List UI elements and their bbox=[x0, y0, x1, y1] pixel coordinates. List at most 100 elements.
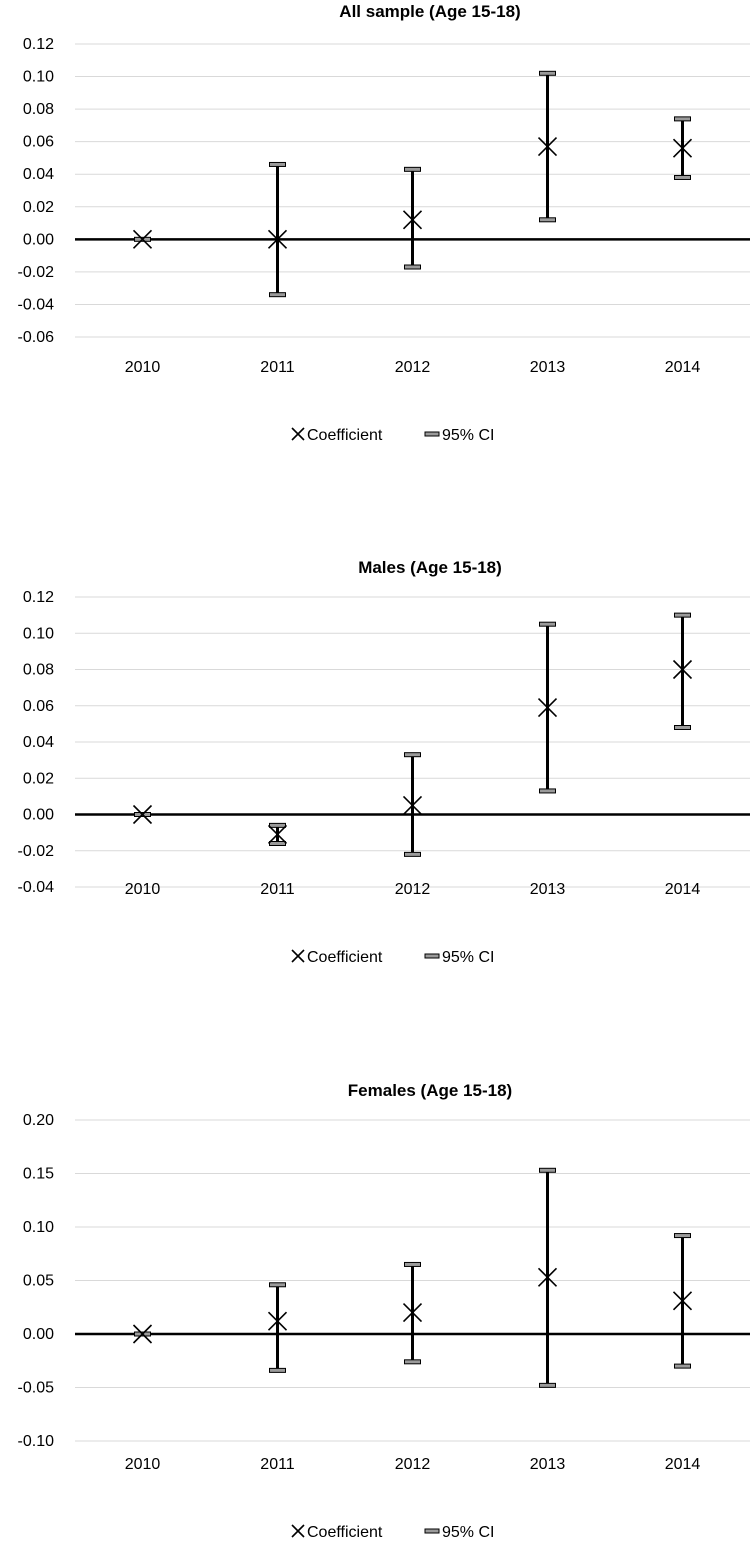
y-tick-label: -0.05 bbox=[18, 1380, 55, 1397]
data-marks bbox=[132, 1167, 693, 1388]
x-axis-ticks: 2010 2011 2012 2013 2014 bbox=[125, 881, 701, 898]
ci-upper-cap bbox=[674, 612, 691, 618]
ci-upper-cap bbox=[404, 166, 421, 172]
x-tick-label: 2010 bbox=[125, 881, 161, 898]
y-tick-label: 0.05 bbox=[23, 1273, 54, 1290]
x-tick-label: 2011 bbox=[260, 881, 295, 898]
ci-lower-cap bbox=[404, 264, 421, 270]
cap-bar-icon bbox=[424, 431, 440, 437]
y-tick-label: -0.02 bbox=[18, 264, 55, 281]
ci-upper-cap bbox=[539, 70, 556, 76]
legend-coefficient-label: Coefficient bbox=[307, 427, 383, 444]
coefficient-marker bbox=[267, 824, 288, 845]
x-tick-label: 2012 bbox=[395, 1456, 431, 1473]
y-tick-label: 0.00 bbox=[23, 807, 54, 824]
legend: Coefficient 95% CI bbox=[291, 427, 494, 444]
y-tick-label: -0.04 bbox=[18, 879, 55, 896]
ci-lower-cap bbox=[674, 725, 691, 730]
x-tick-label: 2012 bbox=[395, 359, 431, 376]
ci-upper-cap bbox=[269, 1282, 286, 1288]
coefficient-marker bbox=[672, 659, 693, 680]
coefficient-marker bbox=[537, 697, 558, 718]
coefficient-marker bbox=[402, 795, 423, 816]
y-tick-label: 0.06 bbox=[23, 134, 54, 151]
y-tick-label: 0.15 bbox=[23, 1166, 54, 1183]
ci-lower-cap bbox=[269, 292, 286, 298]
y-tick-label: 0.08 bbox=[23, 101, 54, 118]
legend-ci-label: 95% CI bbox=[442, 949, 494, 966]
x-tick-label: 2010 bbox=[125, 1456, 161, 1473]
ci-upper-cap bbox=[674, 116, 691, 122]
x-tick-label: 2014 bbox=[665, 881, 701, 898]
ci-lower-cap bbox=[269, 841, 286, 846]
ci-upper-cap bbox=[404, 1261, 421, 1267]
y-tick-label: -0.02 bbox=[18, 843, 55, 860]
x-tick-label: 2014 bbox=[665, 359, 701, 376]
coefficient-marker bbox=[672, 138, 693, 158]
x-tick-label: 2013 bbox=[530, 881, 566, 898]
y-tick-label: -0.10 bbox=[18, 1433, 55, 1450]
chart-title: Males (Age 15-18) bbox=[358, 558, 502, 577]
y-tick-label: 0.08 bbox=[23, 662, 54, 679]
y-tick-label: 0.20 bbox=[23, 1112, 54, 1129]
ci-lower-cap bbox=[539, 217, 556, 223]
y-tick-label: 0.10 bbox=[23, 625, 54, 642]
y-tick-label: 0.04 bbox=[23, 734, 54, 751]
chart-title: All sample (Age 15-18) bbox=[339, 2, 520, 21]
x-axis-ticks: 2010 2011 2012 2013 2014 bbox=[125, 359, 701, 376]
gridlines bbox=[75, 1119, 750, 1442]
chart-all-sample: All sample (Age 15-18) 0.12 0.10 0.08 0.06 0… bbox=[18, 2, 750, 444]
x-tick-label: 2012 bbox=[395, 881, 431, 898]
y-tick-label: 0.04 bbox=[23, 166, 54, 183]
legend-ci-label: 95% CI bbox=[442, 1524, 494, 1541]
ci-upper-cap bbox=[269, 822, 286, 828]
ci-lower-cap bbox=[539, 1382, 556, 1388]
ci-lower-cap bbox=[269, 1367, 286, 1373]
ci-lower-cap bbox=[539, 788, 556, 794]
coefficient-marker bbox=[132, 804, 153, 825]
chart-males: Males (Age 15-18) 0.120.100.080.060.040.… bbox=[18, 558, 750, 966]
y-axis-ticks: 0.12 0.10 0.08 0.06 0.04 0.02 0.00 -0.02 -0.04 bbox=[18, 589, 55, 896]
y-tick-label: 0.00 bbox=[23, 1326, 54, 1343]
coefficient-marker bbox=[672, 1291, 693, 1311]
y-tick-label: 0.12 bbox=[23, 589, 54, 606]
data-marks bbox=[132, 70, 693, 298]
x-marker-icon bbox=[291, 427, 305, 441]
y-tick-label: 0.10 bbox=[23, 1219, 54, 1236]
y-tick-label: 0.10 bbox=[23, 69, 54, 86]
coefficient-marker bbox=[132, 1324, 153, 1344]
y-tick-label: -0.06 bbox=[18, 329, 55, 346]
legend-coefficient-label: Coefficient bbox=[307, 949, 383, 966]
x-tick-label: 2011 bbox=[260, 359, 295, 376]
ci-upper-cap bbox=[404, 752, 421, 758]
x-tick-label: 2013 bbox=[530, 1456, 566, 1473]
y-axis-ticks: 0.20 0.15 0.10 0.05 0.00 -0.05 -0.10 bbox=[18, 1112, 55, 1450]
gridlines bbox=[75, 596, 750, 888]
coefficient-marker bbox=[267, 1311, 288, 1331]
ci-upper-cap bbox=[539, 621, 556, 627]
ci-lower-cap bbox=[404, 1359, 421, 1365]
y-tick-label: 0.00 bbox=[23, 231, 54, 248]
cap-bar-icon bbox=[424, 1528, 440, 1534]
chart-females: Females (Age 15-18) 0.20 0.15 0.10 0.05 0.00… bbox=[18, 1081, 750, 1541]
legend-ci-label: 95% CI bbox=[442, 427, 494, 444]
coefficient-marker bbox=[402, 1303, 423, 1323]
x-tick-label: 2011 bbox=[260, 1456, 295, 1473]
ci-lower-cap bbox=[674, 1363, 691, 1369]
chart-title: Females (Age 15-18) bbox=[348, 1081, 512, 1100]
x-marker-icon bbox=[291, 949, 305, 963]
x-marker-icon bbox=[291, 1524, 305, 1538]
legend-coefficient-label: Coefficient bbox=[307, 1524, 383, 1541]
ci-lower-cap bbox=[404, 851, 421, 857]
coefficient-marker bbox=[537, 1267, 558, 1287]
data-marks bbox=[132, 612, 693, 857]
ci-upper-cap bbox=[539, 1167, 556, 1173]
coefficient-marker bbox=[537, 136, 558, 157]
x-tick-label: 2013 bbox=[530, 359, 566, 376]
x-axis-ticks: 2010 2011 2012 2013 2014 bbox=[125, 1456, 701, 1473]
ci-lower-cap bbox=[674, 174, 691, 180]
y-tick-label: 0.12 bbox=[23, 36, 54, 53]
ci-upper-cap bbox=[674, 1233, 691, 1239]
cap-bar-icon bbox=[424, 953, 440, 959]
